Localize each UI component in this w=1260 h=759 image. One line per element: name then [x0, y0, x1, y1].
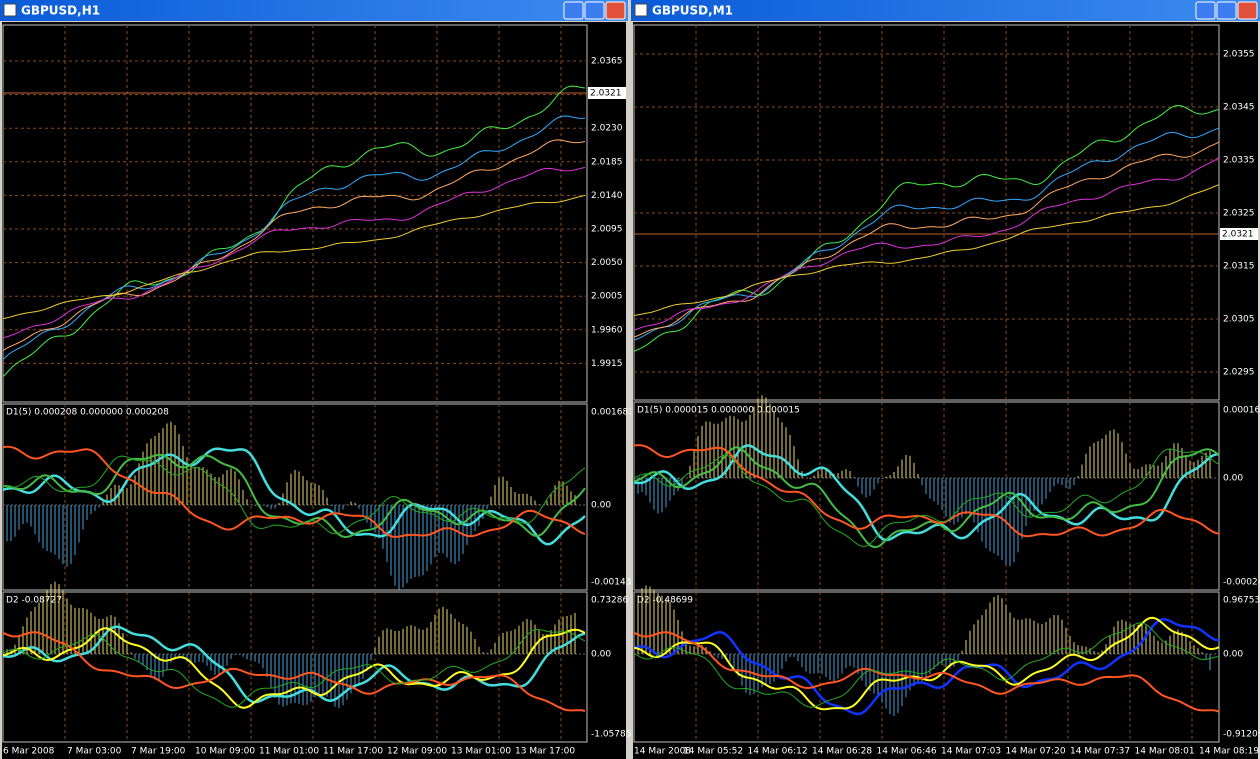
indicator-line: [633, 444, 1220, 538]
price-label: 2.0140: [591, 191, 623, 201]
panel-border: [633, 591, 1220, 743]
title-bar: [0, 0, 628, 21]
indicator-line: [2, 628, 586, 708]
indicator-scale: -1.05785: [591, 730, 631, 740]
indicator-scale: -0.00143: [591, 578, 631, 588]
indicator-line: [2, 625, 586, 704]
time-label: 14 Mar 08:19: [1199, 747, 1259, 757]
panel-border: [2, 591, 588, 743]
time-label: 12 Mar 09:00: [387, 747, 447, 757]
indicator-line: [633, 631, 1220, 713]
indicator-line: [633, 446, 1220, 549]
time-label: 6 Mar 2008: [3, 747, 55, 757]
price-label: 2.0185: [591, 157, 623, 167]
time-label: 13 Mar 17:00: [515, 747, 575, 757]
current-price-box: [588, 87, 626, 99]
indicator-line: [633, 184, 1220, 317]
indicator-line: [2, 631, 586, 712]
window-close-button[interactable]: [605, 1, 626, 20]
current-price-box: [1220, 228, 1258, 240]
chart-area: [2, 22, 626, 759]
current-price: 2.0321: [590, 89, 622, 99]
current-price: 2.0321: [1222, 230, 1254, 240]
price-label: 2.0325: [1223, 209, 1255, 219]
time-label: 11 Mar 01:00: [259, 747, 319, 757]
price-label: 2.0335: [1223, 156, 1255, 166]
time-label: 7 Mar 19:00: [131, 747, 186, 757]
panel-border: [633, 401, 1220, 591]
time-label: 10 Mar 09:00: [195, 747, 255, 757]
price-label: 1.9915: [591, 359, 623, 369]
indicator-line: [633, 444, 1220, 542]
chart-area: [633, 22, 1258, 759]
window-max-button[interactable]: [1216, 1, 1237, 20]
indicator-label: D2 -0.48699: [637, 596, 693, 606]
window-icon: [634, 3, 648, 17]
time-label: 14 Mar 06:12: [748, 747, 808, 757]
indicator-line: [633, 104, 1220, 352]
indicator-scale: 0.73286: [591, 596, 628, 606]
window-title: GBPUSD,M1: [652, 4, 733, 18]
indicator-scale: -0.91209: [1223, 730, 1260, 740]
indicator-scale: 0.00: [591, 650, 611, 660]
time-label: 14 Mar 08:01: [1135, 747, 1195, 757]
time-label: 14 Mar 07:37: [1070, 747, 1130, 757]
time-label: 14 Mar 2008: [634, 747, 691, 757]
time-label: 11 Mar 17:00: [323, 747, 383, 757]
window-max-button[interactable]: [584, 1, 605, 20]
title-bar: [631, 0, 1260, 21]
time-label: 7 Mar 03:00: [67, 747, 122, 757]
indicator-line: [2, 166, 586, 339]
indicator-line: [633, 157, 1220, 331]
price-label: 2.0295: [1223, 368, 1255, 378]
indicator-scale: 0.001687: [591, 408, 634, 418]
indicator-line: [2, 85, 586, 378]
price-label: 2.0315: [1223, 262, 1255, 272]
indicator-line: [633, 141, 1220, 338]
price-label: 2.0095: [591, 225, 623, 235]
window-close-button[interactable]: [1237, 1, 1258, 20]
indicator-scale: -0.00024: [1223, 578, 1260, 588]
price-label: 2.0050: [591, 258, 623, 268]
price-label: 2.0305: [1223, 315, 1255, 325]
indicator-line: [2, 445, 586, 538]
indicator-scale: 0.00: [591, 501, 611, 511]
time-label: 14 Mar 07:03: [941, 747, 1001, 757]
panel-border: [2, 403, 588, 591]
indicator-line: [2, 627, 586, 709]
price-label: 2.0005: [591, 292, 623, 302]
window-min-button[interactable]: [1195, 1, 1216, 20]
time-label: 14 Mar 06:28: [812, 747, 872, 757]
price-label: 1.9960: [591, 325, 623, 335]
window-icon: [3, 3, 17, 17]
indicator-line: [633, 622, 1220, 708]
indicator-label: D2 -0.08727: [6, 596, 62, 606]
price-label: 2.0345: [1223, 103, 1255, 113]
window-min-button[interactable]: [563, 1, 584, 20]
time-label: 14 Mar 06:46: [877, 747, 937, 757]
price-label: 2.0230: [591, 124, 623, 134]
price-label: 2.0365: [591, 57, 623, 67]
indicator-scale: 0.96753: [1223, 596, 1260, 606]
indicator-line: [2, 455, 586, 535]
indicator-scale: 0.00: [1223, 650, 1243, 660]
price-label: 2.0355: [1223, 50, 1255, 60]
indicator-line: [2, 453, 586, 539]
indicator-scale: 0.00: [1223, 474, 1243, 484]
time-label: 13 Mar 01:00: [451, 747, 511, 757]
indicator-line: [633, 618, 1220, 716]
indicator-line: [2, 194, 586, 320]
indicator-label: D1(5) 0.000015 0.000000 0.000015: [637, 406, 800, 416]
panel-border: [2, 24, 588, 403]
window-title: GBPUSD,H1: [21, 4, 100, 18]
indicator-scale: 0.00016: [1223, 406, 1260, 416]
time-label: 14 Mar 05:52: [683, 747, 743, 757]
indicator-line: [633, 127, 1220, 341]
indicator-line: [633, 448, 1220, 547]
indicator-line: [2, 139, 586, 352]
indicator-line: [633, 616, 1220, 711]
indicator-label: D1(5) 0.000208 0.000000 0.000208: [6, 408, 169, 418]
time-label: 14 Mar 07:20: [1006, 747, 1066, 757]
